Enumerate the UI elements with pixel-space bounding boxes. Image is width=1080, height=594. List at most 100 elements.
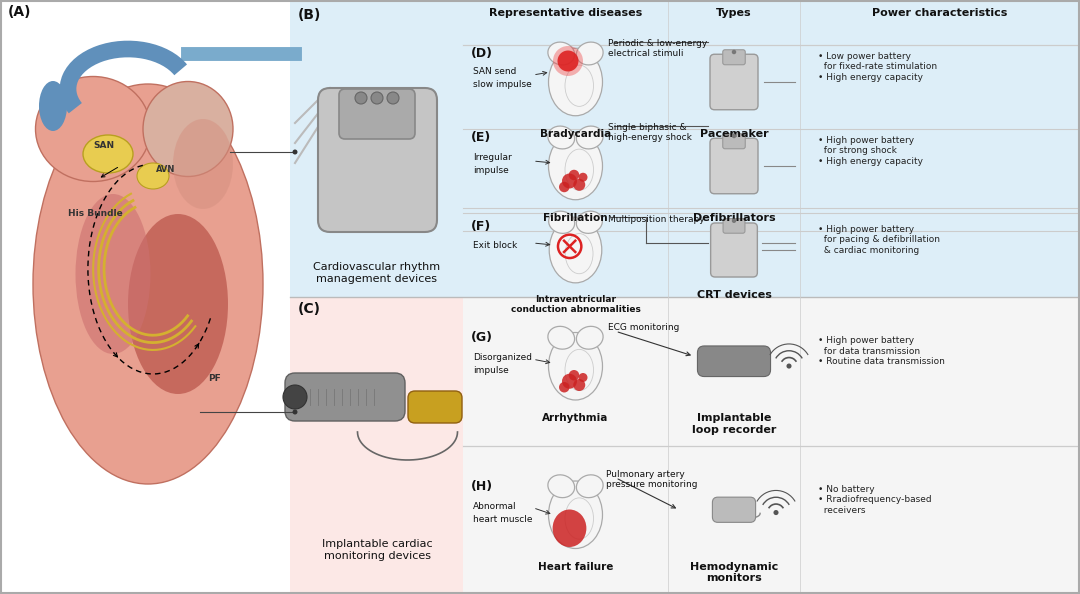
Ellipse shape [577,42,603,65]
Text: ECG monitoring: ECG monitoring [607,323,679,332]
Ellipse shape [548,126,575,149]
Text: • Low power battery
  for fixed-rate stimulation
• High energy capacity: • Low power battery for fixed-rate stimu… [818,52,937,82]
Text: Implantable
loop recorder: Implantable loop recorder [692,413,777,435]
Ellipse shape [36,77,150,182]
Text: Pacemaker: Pacemaker [700,129,768,139]
Bar [463,297,1080,594]
Circle shape [579,173,588,182]
Ellipse shape [33,84,264,484]
Ellipse shape [129,214,228,394]
Circle shape [569,370,579,381]
FancyBboxPatch shape [318,88,437,232]
Text: AVN: AVN [156,166,175,175]
Circle shape [559,182,569,192]
Text: Implantable cardiac
monitoring devices: Implantable cardiac monitoring devices [322,539,432,561]
Text: impulse: impulse [473,366,509,375]
Text: Cardiovascular rhythm
management devices: Cardiovascular rhythm management devices [313,262,441,283]
Text: (D): (D) [471,47,492,60]
Ellipse shape [549,211,575,233]
Text: Pulmonary artery
pressure monitoring: Pulmonary artery pressure monitoring [606,470,697,489]
FancyBboxPatch shape [710,54,758,110]
Ellipse shape [549,48,603,116]
Bar [0,0,291,594]
Circle shape [557,50,579,71]
FancyBboxPatch shape [723,50,745,65]
Text: Power characteristics: Power characteristics [873,8,1008,18]
Circle shape [293,150,297,154]
Text: • No battery
• Rradiofrequency-based
  receivers: • No battery • Rradiofrequency-based rec… [818,485,932,514]
Text: (A): (A) [8,5,31,19]
Text: (E): (E) [471,131,491,144]
Circle shape [732,134,737,138]
Circle shape [372,92,383,104]
Text: • High power battery
  for strong shock
• High energy capacity: • High power battery for strong shock • … [818,136,923,166]
Text: Periodic & low-energy
electrical stimuli: Periodic & low-energy electrical stimuli [607,39,706,58]
Text: • High power battery
  for pacing & defibrillation
  & cardiac monitoring: • High power battery for pacing & defibr… [818,225,940,255]
Bar [291,297,463,594]
FancyBboxPatch shape [285,373,405,421]
Circle shape [579,373,588,382]
Text: Hemodynamic
monitors: Hemodynamic monitors [690,562,778,583]
Circle shape [553,46,583,76]
Text: (F): (F) [471,220,491,233]
Circle shape [732,50,737,54]
Ellipse shape [548,42,575,65]
Bar [291,0,463,297]
Text: • High power battery
  for data transmission
• Routine data transmission: • High power battery for data transmissi… [818,336,945,366]
Ellipse shape [577,126,603,149]
Text: SAN: SAN [93,141,114,150]
FancyBboxPatch shape [713,497,756,522]
Text: CRT devices: CRT devices [697,290,771,300]
FancyBboxPatch shape [711,223,757,277]
Ellipse shape [76,194,150,354]
Ellipse shape [143,81,233,176]
Ellipse shape [137,163,168,189]
Text: Disorganized: Disorganized [473,353,532,362]
Ellipse shape [550,217,602,283]
Ellipse shape [83,135,133,173]
Ellipse shape [549,132,603,200]
Text: His Bundle: His Bundle [68,209,123,218]
Text: Heart failure: Heart failure [538,562,613,572]
Text: (B): (B) [298,8,322,22]
Circle shape [355,92,367,104]
Circle shape [786,364,792,369]
Circle shape [569,170,579,180]
Circle shape [573,379,585,391]
Text: Fibrillation: Fibrillation [543,213,608,223]
Text: Irregular: Irregular [473,153,512,162]
Circle shape [732,219,737,223]
FancyBboxPatch shape [408,391,462,423]
FancyBboxPatch shape [698,346,770,377]
Text: Single biphasic &
high-energy shock: Single biphasic & high-energy shock [607,123,691,143]
Ellipse shape [577,326,603,349]
Text: (H): (H) [471,480,494,493]
Text: Types: Types [716,8,752,18]
Ellipse shape [173,119,233,209]
Ellipse shape [548,475,575,498]
Ellipse shape [548,326,575,349]
Text: PF: PF [208,374,220,383]
Ellipse shape [553,510,586,547]
Bar [463,0,1080,297]
Text: slow impulse: slow impulse [473,80,531,89]
Ellipse shape [549,333,603,400]
Text: heart muscle: heart muscle [473,515,532,524]
Circle shape [773,510,779,515]
Text: (C): (C) [298,302,321,316]
FancyBboxPatch shape [723,219,745,233]
Circle shape [562,374,577,388]
Circle shape [387,92,399,104]
Ellipse shape [549,481,603,548]
Text: Multiposition therapy: Multiposition therapy [607,215,704,224]
Circle shape [283,385,307,409]
Circle shape [562,173,577,188]
Text: Abnormal: Abnormal [473,502,516,511]
FancyBboxPatch shape [339,89,415,139]
FancyBboxPatch shape [723,134,745,148]
Text: Exit block: Exit block [473,241,517,250]
Text: Bradycardia: Bradycardia [540,129,611,139]
Text: Intraventricular
conduction abnormalities: Intraventricular conduction abnormalitie… [511,295,640,314]
Ellipse shape [39,81,67,131]
Text: Defibrillators: Defibrillators [692,213,775,223]
